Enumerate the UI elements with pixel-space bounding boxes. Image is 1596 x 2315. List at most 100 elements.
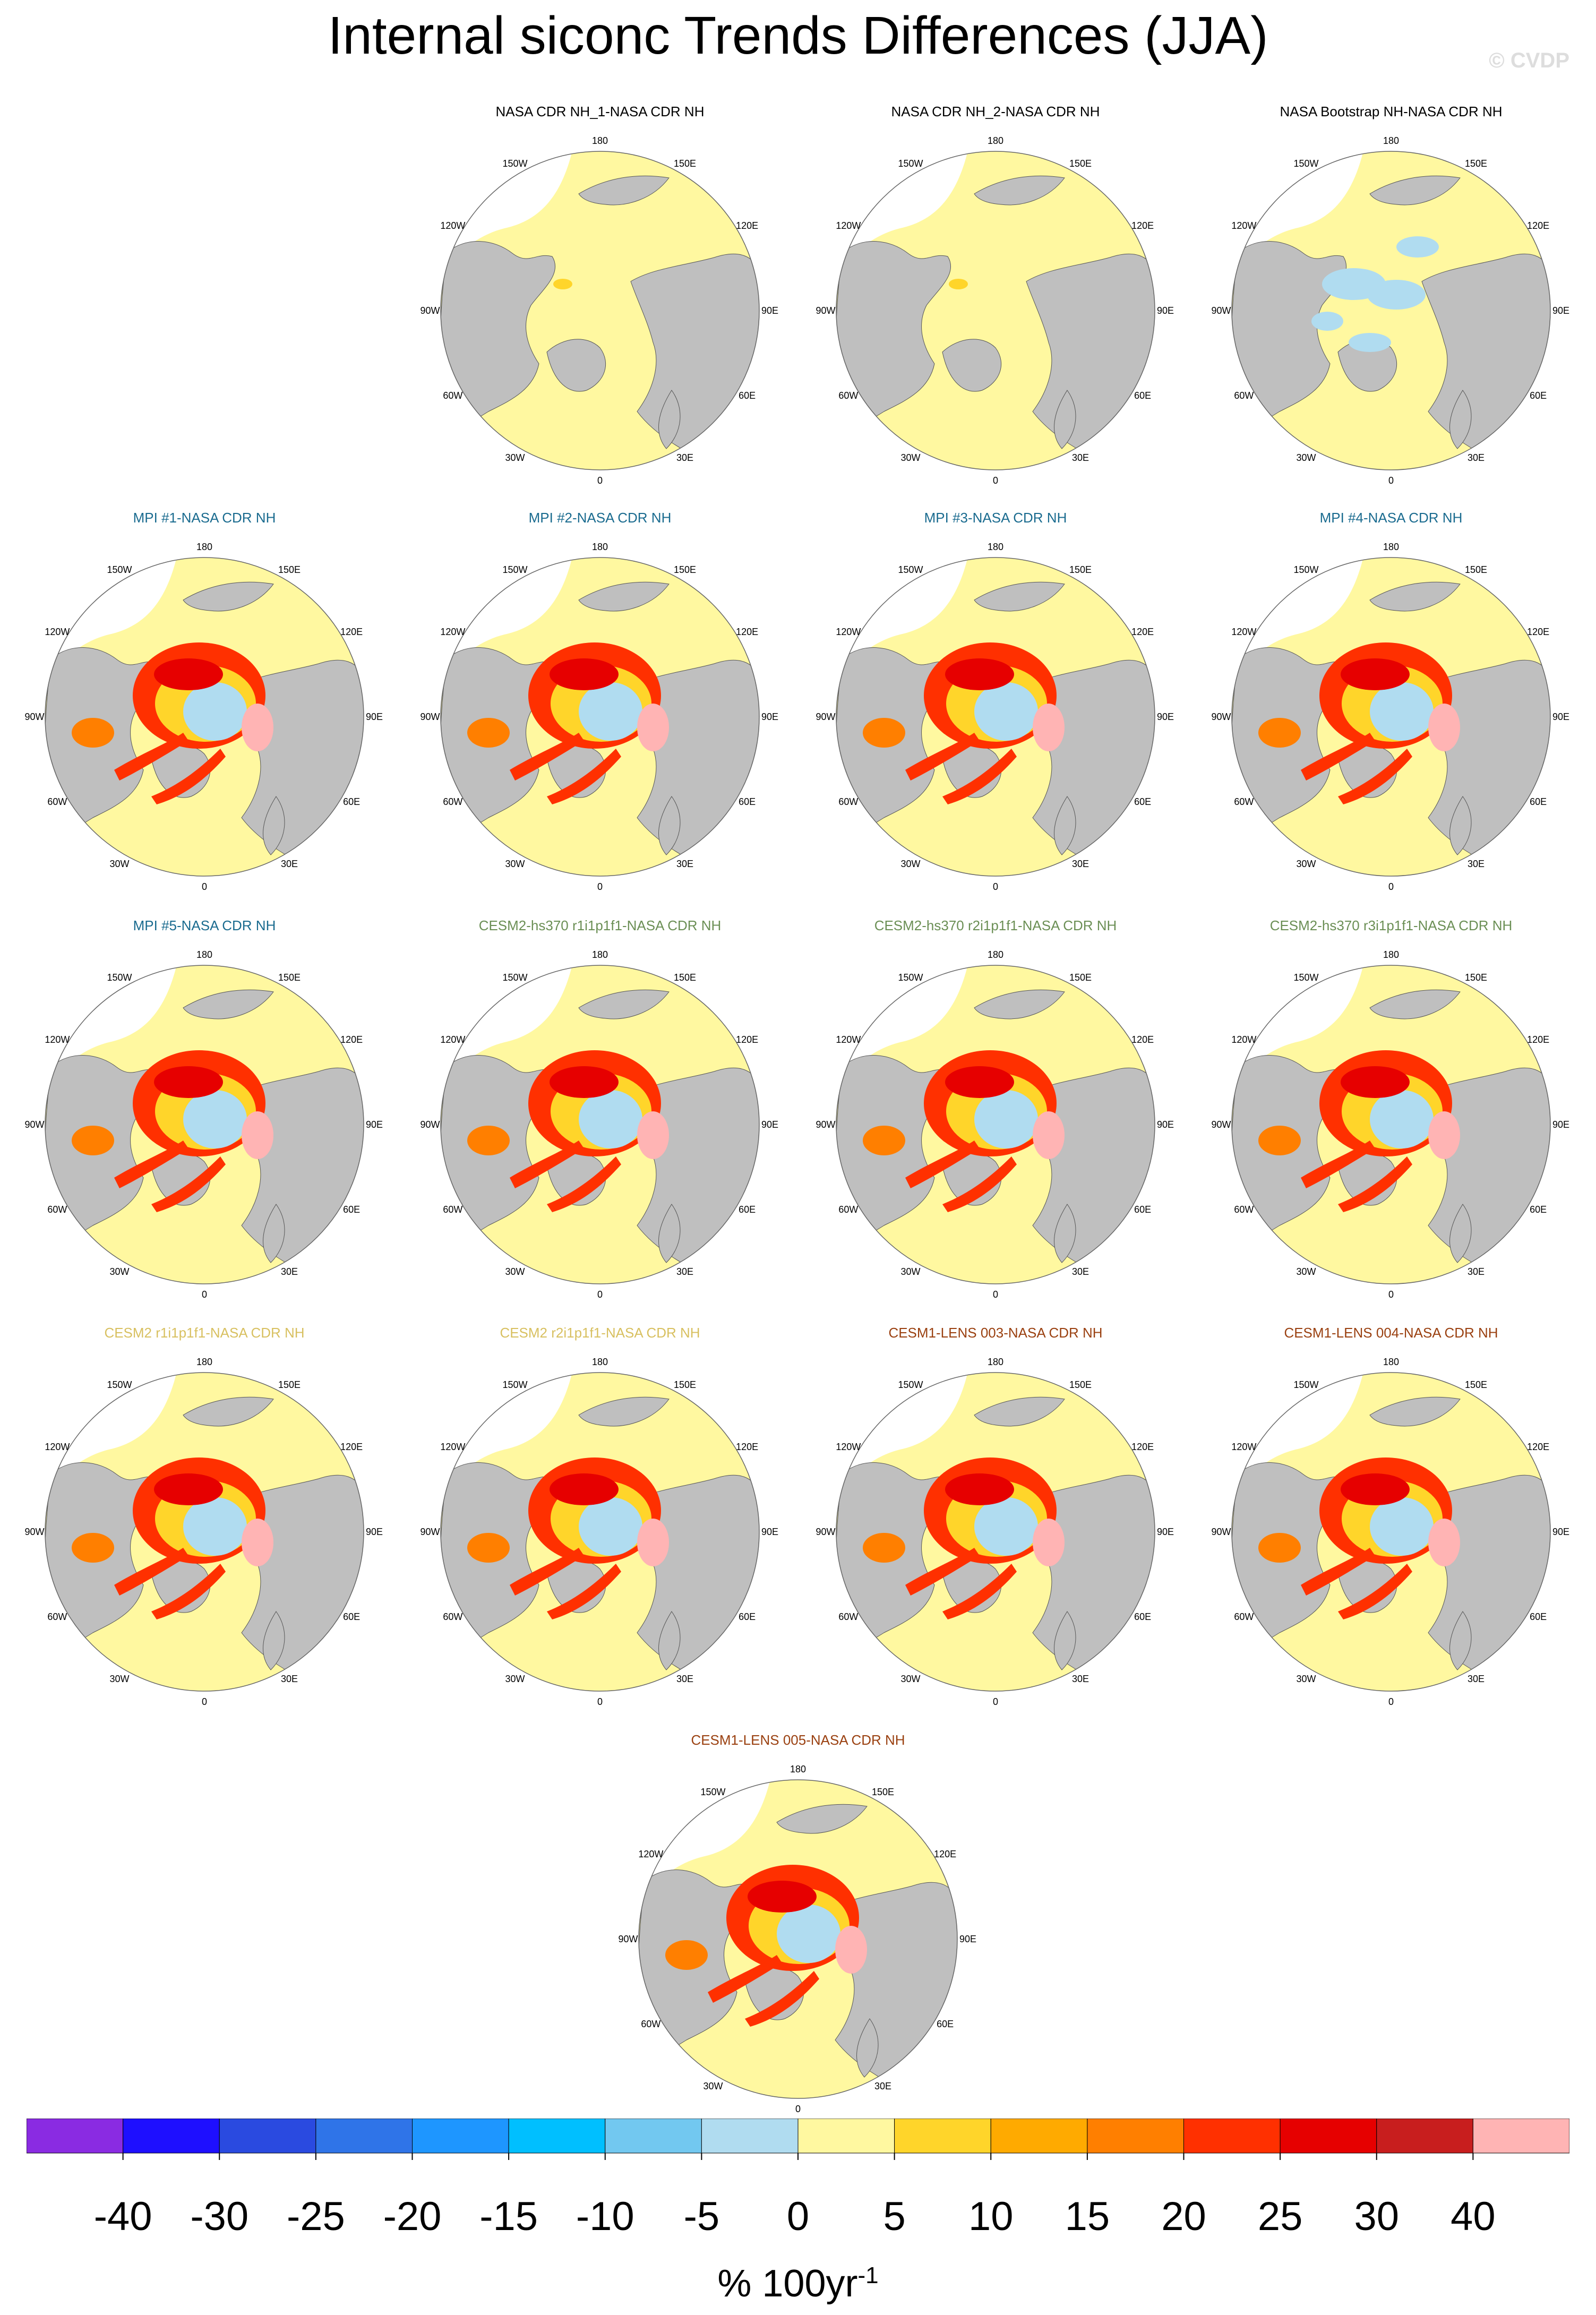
- longitude-label: 180: [1383, 135, 1399, 146]
- longitude-label: 0: [993, 881, 998, 892]
- longitude-label: 150W: [700, 1787, 725, 1797]
- polar-map: 180 150E 120E 90E 60E 30E 0 30W 60W 90W 120W 150W: [816, 949, 1174, 1300]
- longitude-label: 120W: [836, 627, 861, 637]
- colorbar-box: [1280, 2119, 1377, 2154]
- longitude-label: 90E: [761, 1527, 778, 1537]
- longitude-label: 150W: [898, 564, 923, 575]
- longitude-label: 120E: [1131, 1442, 1154, 1452]
- colorbar-tick-label: 15: [1065, 2194, 1110, 2239]
- trend-patch: [1311, 312, 1343, 331]
- longitude-label: 30W: [505, 859, 525, 869]
- longitude-label: 90E: [1157, 711, 1174, 722]
- longitude-label: 60W: [47, 1204, 67, 1215]
- longitude-label: 60W: [443, 1611, 462, 1622]
- land-mass: [1449, 390, 1472, 449]
- longitude-label: 30E: [676, 1266, 693, 1277]
- longitude-label: 150E: [1069, 972, 1092, 983]
- longitude-label: 90W: [24, 711, 44, 722]
- longitude-label: 120E: [340, 1034, 363, 1045]
- colorbar-tick-label: -10: [576, 2194, 634, 2239]
- longitude-label: 60E: [739, 390, 756, 401]
- longitude-label: 60W: [443, 796, 462, 807]
- map-panel: MPI #4-NASA CDR NH 180 150E 120E 90E 60E 30E 0…: [1195, 510, 1588, 913]
- longitude-label: 180: [592, 1357, 608, 1367]
- longitude-label: 90E: [959, 1934, 976, 1944]
- colorbar-units-text: % 100yr: [717, 2262, 858, 2305]
- figure-title: Internal siconc Trends Differences (JJA): [328, 6, 1268, 65]
- polar-map: 180 150E 120E 90E 60E 30E 0 30W 60W 90W 120W 150W: [1211, 135, 1569, 486]
- longitude-label: 120E: [340, 627, 363, 637]
- longitude-label: 30E: [1072, 1266, 1089, 1277]
- longitude-label: 90E: [366, 711, 383, 722]
- longitude-label: 90W: [816, 305, 835, 316]
- trend-patch: [637, 1519, 669, 1566]
- map-panel: MPI #3-NASA CDR NH 180 150E 120E 90E 60E 30E 0…: [799, 510, 1192, 913]
- land-mass: [776, 1804, 868, 1834]
- longitude-label: 90E: [1157, 305, 1174, 316]
- panel-title: CESM2 r1i1p1f1-NASA CDR NH: [104, 1325, 305, 1341]
- trend-patch: [547, 1564, 621, 1619]
- polar-map: 180 150E 120E 90E 60E 30E 0 30W 60W 90W 120W 150W: [1211, 949, 1569, 1300]
- map-panel: CESM2 r1i1p1f1-NASA CDR NH 180 150E 120E 90…: [8, 1325, 401, 1728]
- colorbar-box: [219, 2119, 316, 2154]
- longitude-label: 90W: [420, 305, 440, 316]
- longitude-label: 150W: [107, 1379, 132, 1390]
- map-panel: MPI #1-NASA CDR NH 180 150E 120E 90E 60E 30E 0…: [8, 510, 401, 913]
- longitude-label: 60W: [1234, 1204, 1254, 1215]
- polar-map: 180 150E 120E 90E 60E 30E 0 30W 60W 90W 120W 150W: [24, 1357, 383, 1707]
- colorbar-tick-label: -20: [383, 2194, 442, 2239]
- trend-patch: [905, 1548, 980, 1596]
- map-panel: CESM2-hs370 r2i1p1f1-NASA CDR NH 180 150E…: [799, 918, 1192, 1321]
- longitude-label: 30E: [1468, 859, 1485, 869]
- longitude-label: 180: [1383, 542, 1399, 552]
- panel-title: MPI #4-NASA CDR NH: [1319, 510, 1463, 526]
- land-mass: [183, 1396, 274, 1427]
- trend-patch: [905, 1141, 980, 1188]
- trend-patch: [553, 279, 572, 289]
- longitude-label: 180: [196, 542, 212, 552]
- trend-patch: [183, 682, 247, 741]
- colorbar-tick-label: 40: [1451, 2194, 1496, 2239]
- trend-patch: [510, 733, 584, 781]
- longitude-label: 150W: [1293, 564, 1318, 575]
- trend-patch: [745, 1971, 819, 2027]
- longitude-label: 120E: [1131, 1034, 1154, 1045]
- longitude-label: 60W: [47, 1611, 67, 1622]
- trend-patch: [550, 658, 619, 690]
- land-mass: [658, 1204, 681, 1263]
- longitude-label: 30E: [676, 452, 693, 463]
- polar-map: 180 150E 120E 90E 60E 30E 0 30W 60W 90W 120W 150W: [420, 949, 778, 1300]
- longitude-label: 120E: [736, 1034, 758, 1045]
- trend-patch: [945, 658, 1014, 690]
- panel-title: CESM1-LENS 003-NASA CDR NH: [888, 1325, 1103, 1341]
- longitude-label: 90E: [366, 1527, 383, 1537]
- longitude-label: 90E: [1552, 305, 1569, 316]
- panel-title: CESM2-hs370 r3i1p1f1-NASA CDR NH: [1269, 918, 1513, 933]
- longitude-label: 120E: [1527, 1442, 1549, 1452]
- map-boundary: [45, 557, 364, 877]
- map-boundary: [836, 151, 1155, 470]
- longitude-label: 150W: [502, 972, 527, 983]
- trend-patch: [1370, 1090, 1434, 1148]
- trend-patch: [183, 1090, 247, 1148]
- colorbar-tick-label: -30: [190, 2194, 248, 2239]
- longitude-label: 150E: [1465, 972, 1487, 983]
- longitude-label: 120E: [736, 627, 758, 637]
- map-boundary: [836, 1372, 1155, 1692]
- colorbar-box: [27, 2119, 124, 2154]
- polar-map: 180 150E 120E 90E 60E 30E 0 30W 60W 90W 120W 150W: [816, 542, 1174, 892]
- trend-patch: [1341, 1473, 1410, 1505]
- trend-patch: [1258, 718, 1301, 748]
- polar-map: 180 150E 120E 90E 60E 30E 0 30W 60W 90W 120W 150W: [24, 949, 383, 1300]
- land-mass: [578, 989, 670, 1019]
- map-panel: CESM1-LENS 005-NASA CDR NH 180 150E 120E 90…: [602, 1732, 994, 2136]
- colorbar-box: [315, 2119, 413, 2154]
- map-boundary: [1231, 151, 1551, 470]
- trend-patch: [1341, 658, 1410, 690]
- longitude-label: 30E: [1468, 452, 1485, 463]
- map-panel: NASA Bootstrap NH-NASA CDR NH 180 150E 120…: [1195, 104, 1588, 507]
- longitude-label: 120W: [836, 1442, 861, 1452]
- map-boundary: [45, 1372, 364, 1692]
- colorbar-box: [797, 2119, 895, 2154]
- longitude-label: 60E: [343, 1204, 360, 1215]
